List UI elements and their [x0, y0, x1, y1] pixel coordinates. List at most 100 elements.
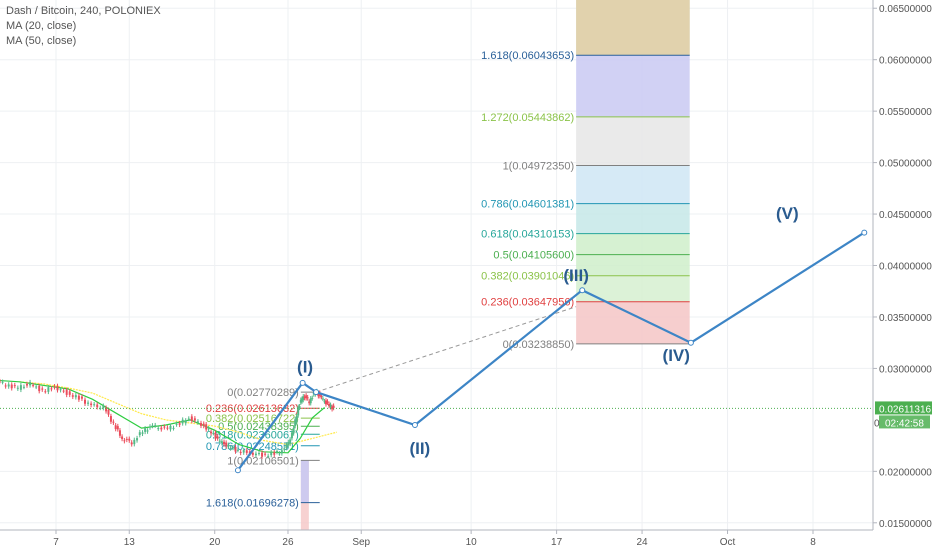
- candle-body: [125, 438, 128, 440]
- candle-body: [154, 425, 157, 427]
- candle-body: [239, 451, 242, 453]
- fib-ext-level-label: 0(0.03238850): [503, 339, 575, 351]
- price-tick-label: 0.03000000: [879, 364, 932, 375]
- candle-body: [302, 396, 305, 401]
- candle-body: [245, 450, 248, 453]
- time-axis[interactable]: 7 13 20 26 Sep 10 17 24 Oct 8: [0, 529, 932, 550]
- time-axis-bg: [0, 530, 932, 550]
- grid-lines: [0, 0, 873, 530]
- candle-body: [29, 382, 32, 386]
- time-tick-label: 26: [282, 537, 294, 548]
- candle-body: [1, 381, 4, 383]
- price-tick-label: 0.05500000: [879, 107, 932, 118]
- wave-label: (II): [409, 439, 430, 458]
- candle-body: [121, 436, 124, 439]
- candle-body: [133, 439, 136, 445]
- price-tick-label: 0.03500000: [879, 313, 932, 324]
- candle-body: [207, 428, 210, 430]
- price-tick-label: 0.04500000: [879, 210, 932, 221]
- price-axis[interactable]: 0.06500000 0.06000000 0.05500000 0.05000000…: [872, 0, 932, 550]
- candle-body: [236, 449, 239, 451]
- fib-ext-band: [576, 254, 690, 276]
- candle-body: [317, 393, 320, 397]
- candle-body: [41, 388, 44, 390]
- time-tick-label: 24: [637, 537, 649, 548]
- candle-body: [295, 415, 298, 423]
- candle-body: [331, 406, 334, 410]
- candle-body: [59, 389, 62, 391]
- price-axis-bg: [873, 0, 932, 550]
- candle-body: [71, 395, 74, 397]
- fib-ext-band: [576, 275, 690, 302]
- wave-label: (I): [297, 358, 313, 377]
- candle-body: [321, 398, 324, 400]
- candle-body: [157, 428, 160, 430]
- fib-ext-level-label: 0.382(0.03901046): [481, 271, 574, 283]
- candle-body: [112, 421, 115, 423]
- candle-body: [210, 431, 213, 434]
- candle-body: [324, 400, 327, 405]
- time-tick-label: 20: [209, 537, 221, 548]
- fib-ext-band: [576, 116, 690, 166]
- candle-body: [326, 401, 329, 403]
- candle-body: [96, 404, 99, 408]
- candle-body: [105, 407, 108, 412]
- candle-body: [273, 452, 276, 455]
- candle-body: [163, 426, 166, 428]
- time-tick-label: 10: [466, 537, 478, 548]
- candle-body: [214, 432, 217, 439]
- fib-ext-level-label: 0.5(0.04105600): [493, 250, 574, 262]
- fib-ext-level-label: 0.786(0.04601381): [481, 199, 574, 211]
- fib-retracement-tool[interactable]: 0(0.02770289) 0.236(0.02613632)0.382(0.02…: [206, 387, 320, 530]
- candle-body: [242, 450, 245, 453]
- current-price-label: 0.02611316: [879, 404, 932, 415]
- candle-body: [19, 385, 22, 390]
- candle-body: [323, 401, 326, 403]
- price-tick-label: 0.04000000: [879, 262, 932, 273]
- fib-ret-level-label: 1(0.02106501): [227, 455, 299, 467]
- candle-body: [292, 427, 295, 434]
- fib-ret-level-label: 0.5(0.02438395): [218, 421, 299, 433]
- candle-body: [109, 416, 112, 422]
- fib-extension-tool[interactable]: 0(0.03238850) 0.236(0.03647956) 0.382(0.03…: [481, 0, 690, 351]
- candle-body: [138, 432, 141, 436]
- candle-body: [169, 425, 172, 430]
- candle-body: [329, 404, 332, 408]
- fib-ext-level-label: 1.618(0.06043653): [481, 50, 574, 62]
- candle-body: [128, 438, 131, 441]
- price-tick-label: 0.06000000: [879, 56, 932, 67]
- fib-ret-shade: [300, 460, 309, 503]
- fib-ext-band: [576, 203, 690, 234]
- candle-body: [223, 441, 226, 445]
- candle-body: [311, 397, 314, 399]
- candle-body: [80, 396, 83, 399]
- fib-ext-band: [576, 55, 690, 117]
- candle-body: [65, 389, 68, 395]
- fib-ret-level-label: 0(0.02770289): [227, 387, 299, 399]
- fib-ext-band: [576, 165, 690, 204]
- candle-body: [299, 399, 302, 403]
- time-tick-label: 17: [551, 537, 563, 548]
- candle-body: [190, 416, 193, 421]
- candle-body: [294, 419, 297, 427]
- candle-body: [22, 386, 25, 388]
- candle-body: [13, 385, 16, 387]
- candle-body: [160, 427, 163, 430]
- candle-body: [305, 395, 308, 399]
- projection-dashed-line: [315, 306, 577, 393]
- wave-point: [234, 467, 241, 474]
- wave-point: [411, 422, 418, 429]
- candle-body: [149, 426, 152, 428]
- candle-body: [275, 451, 278, 453]
- candle-body: [309, 398, 312, 404]
- candle-body: [280, 450, 283, 454]
- candle-body: [56, 385, 59, 391]
- wave-point: [299, 379, 306, 386]
- candle-body: [261, 452, 264, 457]
- candle-body: [178, 423, 181, 425]
- price-tick-label: 0.01500000: [879, 519, 932, 530]
- wave-path: [237, 231, 865, 471]
- fib-ext-level-label: 1(0.04972350): [503, 160, 575, 172]
- elliott-wave-path[interactable]: [234, 229, 868, 474]
